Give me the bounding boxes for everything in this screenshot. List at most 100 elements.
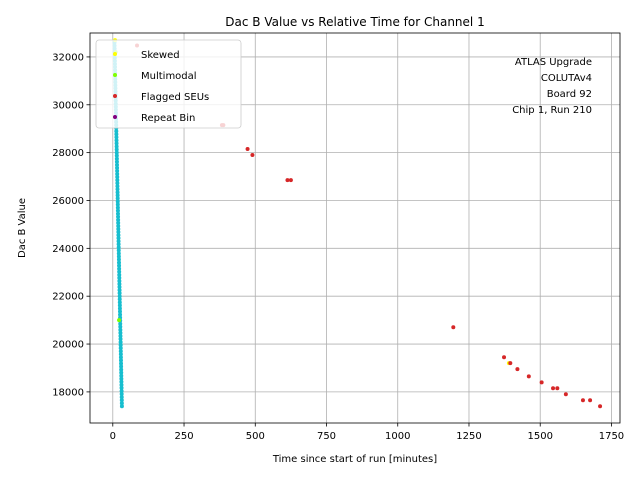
data-point: [119, 401, 124, 406]
data-point: [118, 324, 123, 329]
data-point: [117, 282, 122, 287]
data-point: [119, 364, 124, 369]
data-point: [116, 239, 121, 244]
data-point: [117, 278, 122, 283]
data-point: [114, 141, 119, 146]
y-tick-label: 18000: [52, 387, 84, 398]
data-point-flagged-seus: [515, 367, 520, 372]
data-point: [116, 214, 121, 219]
data-point: [114, 147, 119, 152]
chart-title: Dac B Value vs Relative Time for Channel…: [225, 15, 484, 29]
data-point: [115, 165, 120, 170]
data-point: [114, 129, 119, 134]
y-tick-label: 32000: [52, 52, 84, 63]
y-tick-label: 26000: [52, 196, 84, 207]
data-point: [116, 251, 121, 256]
data-point: [117, 272, 122, 277]
data-point: [117, 269, 122, 274]
legend-entry-multimodal: Multimodal: [113, 71, 197, 82]
x-tick-label: 500: [246, 431, 265, 442]
x-tick-label: 1500: [527, 431, 552, 442]
data-point: [117, 275, 122, 280]
data-point-flagged-seus: [563, 392, 568, 397]
y-tick-label: 22000: [52, 292, 84, 303]
data-point-flagged-seus: [588, 398, 593, 403]
legend-label-flagged-seus: Flagged SEUs: [141, 92, 209, 103]
data-point: [114, 162, 119, 167]
data-point: [117, 288, 122, 293]
data-point: [116, 257, 121, 262]
legend-marker-flagged-seus: [113, 94, 117, 98]
data-point: [117, 285, 122, 290]
data-point-flagged-seus: [250, 153, 255, 158]
data-point-flagged-seus: [502, 355, 507, 360]
legend-entry-repeat-bin: Repeat Bin: [113, 113, 195, 124]
data-point: [115, 208, 120, 213]
data-point: [118, 321, 123, 326]
data-point: [117, 263, 122, 268]
annotation-line-3: Board 92: [547, 89, 592, 100]
data-point: [119, 382, 124, 387]
data-point: [115, 205, 120, 210]
legend: Skewed Multimodal Flagged SEUs Repeat Bi…: [95, 39, 242, 129]
x-tick-label: 1000: [385, 431, 410, 442]
data-point: [118, 337, 123, 342]
y-tick-label: 24000: [52, 244, 84, 255]
data-point: [117, 297, 122, 302]
data-point: [115, 202, 120, 207]
data-point: [119, 361, 124, 366]
data-point: [116, 242, 121, 247]
data-point: [117, 303, 122, 308]
legend-entry-skewed: Skewed: [113, 50, 180, 61]
data-point: [118, 343, 123, 348]
data-point-flagged-seus: [245, 147, 250, 152]
data-point: [114, 159, 119, 164]
data-point: [119, 404, 124, 409]
data-point: [117, 300, 122, 305]
legend-box: [95, 39, 242, 129]
data-point: [116, 217, 121, 222]
data-point: [116, 230, 121, 235]
data-point: [119, 379, 124, 384]
data-point: [115, 181, 120, 186]
x-tick-label: 250: [174, 431, 193, 442]
data-point: [114, 153, 119, 158]
y-tick-label: 30000: [52, 100, 84, 111]
data-point: [114, 138, 119, 143]
data-point-flagged-seus: [539, 380, 544, 385]
data-point: [117, 294, 122, 299]
data-point: [114, 132, 119, 137]
data-point: [116, 260, 121, 265]
data-point: [117, 291, 122, 296]
axes-frame: [89, 32, 621, 424]
data-point: [119, 395, 124, 400]
data-point-multimodal: [117, 318, 122, 323]
data-point: [115, 175, 120, 180]
data-point: [119, 373, 124, 378]
data-point: [116, 245, 121, 250]
data-point: [119, 376, 124, 381]
legend-label-skewed: Skewed: [141, 50, 180, 61]
data-point: [118, 355, 123, 360]
data-point: [114, 135, 119, 140]
data-point: [118, 349, 123, 354]
x-tick-label: 1250: [456, 431, 481, 442]
legend-marker-multimodal: [113, 73, 117, 77]
data-point: [115, 178, 120, 183]
data-point: [118, 346, 123, 351]
legend-label-repeat-bin: Repeat Bin: [141, 113, 195, 124]
data-point: [117, 266, 122, 271]
legend-marker-repeat-bin: [113, 115, 117, 119]
data-point: [118, 358, 123, 363]
x-axis-label: Time since start of run [minutes]: [272, 454, 437, 465]
data-point-flagged-seus: [551, 386, 556, 391]
data-point: [115, 199, 120, 204]
legend-marker-skewed: [113, 52, 117, 56]
data-point-flagged-seus: [285, 178, 290, 183]
ticks: 0 250 500 750 1000 1250 1500 1750 18000 20000 2200…: [52, 52, 624, 442]
data-point: [115, 196, 120, 201]
data-point: [115, 193, 120, 198]
data-point: [118, 312, 123, 317]
legend-entry-flagged-seus: Flagged SEUs: [113, 92, 209, 103]
data-point: [118, 333, 123, 338]
